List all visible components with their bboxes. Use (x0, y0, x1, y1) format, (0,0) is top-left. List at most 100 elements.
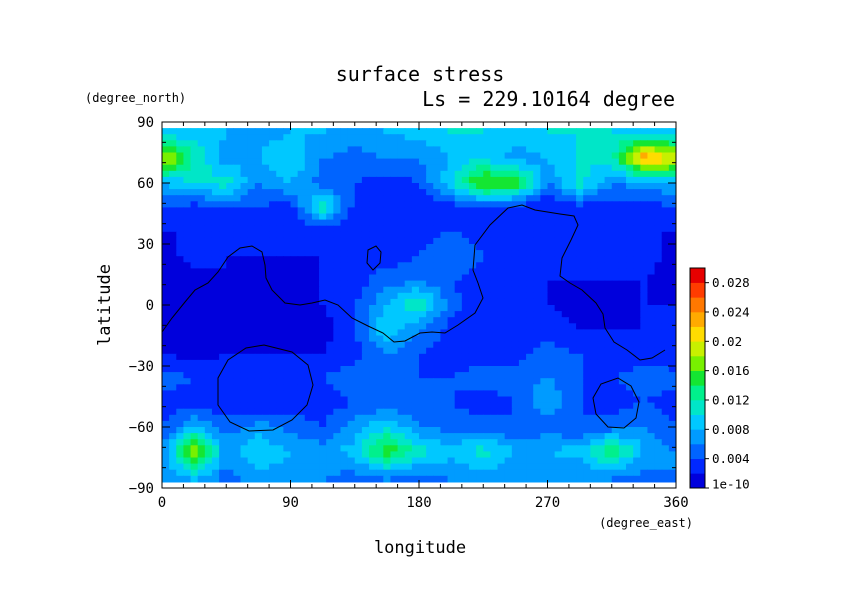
heatmap-cell (397, 335, 406, 343)
heatmap-cell (583, 262, 591, 269)
heatmap-cell (461, 359, 470, 367)
heatmap-cell (183, 463, 192, 471)
heatmap-cell (397, 366, 406, 373)
heatmap-cell (347, 359, 356, 367)
heatmap-cell (340, 213, 349, 221)
heatmap-cell (311, 183, 320, 190)
heatmap-cell (411, 128, 420, 135)
heatmap-cell (347, 402, 356, 410)
heatmap-cell (197, 268, 206, 276)
heatmap-cell (290, 439, 299, 446)
heatmap-cell (476, 335, 484, 343)
heatmap-cell (590, 341, 599, 349)
heatmap-cell (226, 439, 234, 446)
heatmap-cell (276, 402, 284, 410)
heatmap-cell (504, 201, 513, 208)
heatmap-cell (640, 427, 649, 434)
heatmap-cell (269, 237, 277, 245)
heatmap-cell (169, 475, 177, 483)
heatmap-cell (169, 427, 177, 434)
heatmap-cell (476, 164, 484, 172)
heatmap-cell (554, 152, 563, 160)
heatmap-cell (604, 402, 613, 410)
heatmap-cell (411, 274, 420, 282)
heatmap-cell (404, 140, 413, 147)
heatmap-cell (490, 244, 499, 251)
heatmap-cell (440, 262, 449, 269)
heatmap-cell (640, 341, 649, 349)
heatmap-cell (326, 250, 334, 257)
heatmap-cell (311, 268, 320, 276)
heatmap-cell (311, 353, 320, 361)
heatmap-cell (540, 469, 549, 477)
heatmap-cell (190, 195, 199, 202)
heatmap-cell (433, 323, 442, 330)
heatmap-cell (354, 262, 363, 269)
heatmap-cell (376, 152, 384, 160)
heatmap-cell (411, 390, 420, 398)
heatmap-cell (369, 146, 377, 154)
heatmap-cell (390, 463, 399, 471)
heatmap-cell (504, 451, 513, 459)
heatmap-cell (326, 311, 334, 318)
heatmap-cell (497, 292, 506, 300)
heatmap-cell (504, 329, 513, 337)
heatmap-cell (626, 237, 634, 245)
heatmap-cell (476, 414, 484, 422)
heatmap-cell (233, 384, 242, 391)
heatmap-cell (233, 427, 242, 434)
heatmap-cell (197, 250, 206, 257)
heatmap-cell (176, 244, 185, 251)
heatmap-cell (226, 170, 234, 178)
heatmap-cell (561, 457, 570, 465)
heatmap-cell (497, 451, 506, 459)
heatmap-cell (190, 237, 199, 245)
heatmap-cell (233, 268, 242, 276)
heatmap-cell (633, 207, 641, 215)
heatmap-cell (468, 183, 477, 190)
heatmap-cell (511, 237, 520, 245)
heatmap-cell (397, 298, 406, 306)
heatmap-cell (261, 298, 270, 306)
heatmap-cell (433, 457, 442, 465)
heatmap-cell (504, 152, 513, 160)
heatmap-cell (504, 134, 513, 141)
heatmap-cell (476, 134, 484, 141)
heatmap-cell (568, 433, 577, 440)
heatmap-cell (269, 128, 277, 135)
heatmap-cell (283, 286, 292, 294)
heatmap-cell (319, 207, 327, 215)
heatmap-cell (169, 457, 177, 465)
heatmap-cell (204, 414, 213, 422)
heatmap-cell (468, 414, 477, 422)
heatmap-cell (211, 146, 220, 154)
heatmap-cell (390, 170, 399, 178)
heatmap-cell (454, 335, 463, 343)
heatmap-cell (219, 140, 227, 147)
heatmap-cell (547, 231, 556, 239)
heatmap-cell (533, 463, 541, 471)
heatmap-cell (397, 396, 406, 404)
colorbar-band (690, 326, 705, 342)
heatmap-cell (297, 292, 306, 300)
heatmap-cell (626, 128, 634, 135)
heatmap-cell (668, 457, 676, 465)
heatmap-cell (561, 445, 570, 452)
heatmap-cell (554, 427, 563, 434)
heatmap-cell (354, 305, 363, 312)
heatmap-cell (311, 451, 320, 459)
heatmap-cell (361, 280, 370, 288)
heatmap-cell (283, 140, 292, 147)
heatmap-cell (526, 457, 534, 465)
heatmap-cell (411, 134, 420, 141)
heatmap-cell (568, 335, 577, 343)
heatmap-cell (511, 341, 520, 349)
heatmap-cell (283, 329, 292, 337)
heatmap-cell (547, 402, 556, 410)
heatmap-cell (454, 189, 463, 196)
heatmap-cell (468, 195, 477, 202)
heatmap-cell (576, 329, 584, 337)
heatmap-cell (433, 390, 442, 398)
heatmap-cell (533, 457, 541, 465)
heatmap-cell (169, 353, 177, 361)
